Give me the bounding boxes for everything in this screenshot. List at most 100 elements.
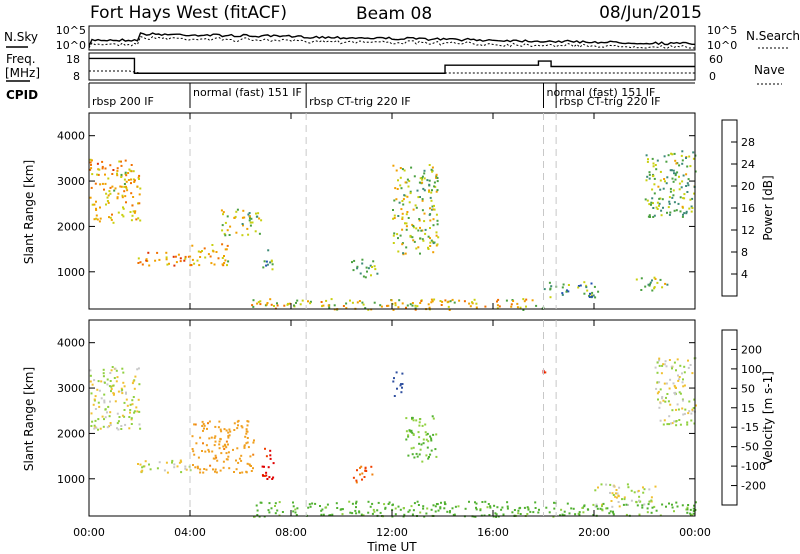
- scatter-cell: [301, 299, 304, 302]
- scatter-cell: [269, 261, 272, 264]
- scatter-cell: [202, 471, 205, 474]
- scatter-cell: [383, 503, 386, 506]
- scatter-cell: [565, 290, 568, 293]
- scatter-cell: [244, 435, 247, 438]
- scatter-cell: [636, 504, 639, 507]
- scatter-cell: [395, 169, 398, 172]
- scatter-cell: [272, 476, 275, 479]
- scatter-cell: [355, 506, 357, 509]
- scatter-cell: [663, 382, 666, 385]
- scatter-cell: [405, 417, 408, 420]
- scatter-cell: [671, 503, 673, 506]
- scatter-cell: [221, 257, 224, 259]
- scatter-cell: [97, 380, 100, 383]
- scatter-cell: [683, 371, 686, 374]
- scatter-cell: [436, 189, 439, 192]
- scatter-cell: [404, 252, 407, 255]
- scatter-cell: [116, 167, 119, 170]
- scatter-cell: [137, 257, 140, 260]
- scatter-cell: [136, 185, 139, 188]
- scatter-cell: [405, 228, 408, 231]
- scatter-cell: [430, 191, 433, 194]
- scatter-cell: [129, 169, 132, 172]
- scatter-cell: [655, 387, 658, 390]
- scatter-cell: [519, 306, 522, 309]
- scatter-cell: [418, 453, 421, 456]
- scatter-cell: [681, 407, 684, 410]
- scatter-cell: [406, 304, 409, 307]
- scatter-cell: [123, 185, 126, 188]
- scatter-cell: [376, 272, 379, 275]
- scatter-cell: [671, 422, 674, 425]
- scatter-cell: [645, 154, 648, 157]
- scatter-cell: [103, 401, 106, 404]
- scatter-cell: [675, 408, 677, 411]
- scatter-cell: [96, 218, 99, 221]
- scatter-cell: [399, 167, 402, 169]
- scatter-cell: [274, 502, 277, 505]
- scatter-cell: [97, 173, 100, 176]
- scatter-cell: [392, 164, 395, 167]
- scatter-cell: [92, 403, 95, 406]
- scatter-cell: [356, 469, 358, 472]
- scatter-cell: [120, 387, 123, 390]
- scatter-cell: [108, 216, 110, 219]
- scatter-cell: [431, 170, 434, 173]
- scatter-cell: [449, 510, 451, 513]
- scatter-cell: [268, 476, 271, 479]
- scatter-cell: [215, 456, 218, 459]
- scatter-cell: [173, 463, 176, 466]
- scatter-cell: [418, 418, 421, 421]
- scatter-cell: [431, 208, 434, 211]
- y-tick-label: 4000: [57, 337, 85, 350]
- scatter-cell: [549, 288, 552, 291]
- scatter-cell: [665, 382, 668, 385]
- scatter-cell: [235, 459, 237, 462]
- scatter-cell: [534, 501, 537, 504]
- power-axes: 1000 2000 3000 4000: [57, 130, 695, 279]
- scatter-cell: [689, 512, 692, 515]
- scatter-cell: [220, 430, 223, 433]
- scatter-cell: [376, 509, 379, 512]
- scatter-cell: [653, 192, 656, 195]
- scatter-cell: [666, 176, 669, 179]
- scatter-cell: [398, 299, 401, 302]
- scatter-cell: [433, 208, 436, 211]
- scatter-cell: [428, 179, 431, 182]
- scatter-cell: [559, 514, 561, 517]
- scatter-cell: [226, 244, 229, 247]
- scatter-cell: [109, 186, 112, 189]
- scatter-cell: [228, 434, 231, 437]
- scatter-cell: [526, 506, 529, 509]
- scatter-cell: [248, 219, 251, 222]
- scatter-cell: [407, 435, 410, 438]
- scatter-cell: [443, 507, 446, 510]
- scatter-cell: [516, 306, 519, 309]
- scatter-cell: [89, 196, 92, 199]
- scatter-cell: [635, 501, 638, 504]
- scatter-cell: [692, 512, 695, 515]
- scatter-cell: [128, 416, 131, 418]
- scatter-cell: [184, 257, 187, 260]
- scatter-cell: [622, 503, 625, 506]
- scatter-cell: [249, 224, 252, 227]
- scatter-cell: [158, 258, 161, 261]
- scatter-cell: [475, 508, 478, 511]
- scatter-cell: [648, 284, 651, 287]
- scatter-cell: [114, 187, 117, 190]
- scatter-cell: [682, 385, 685, 388]
- scatter-cell: [693, 398, 696, 401]
- scatter-cell: [207, 422, 209, 425]
- scatter-cell: [91, 420, 94, 423]
- scatter-cell: [673, 152, 676, 155]
- scatter-cell: [327, 304, 330, 307]
- scatter-cell: [626, 483, 629, 486]
- scatter-cell: [652, 207, 655, 209]
- cpid-segment-label: normal (fast) 151 IF: [547, 86, 656, 99]
- scatter-cell: [96, 388, 99, 391]
- scatter-cell: [222, 460, 225, 463]
- scatter-cell: [101, 167, 104, 170]
- scatter-cell: [444, 503, 447, 506]
- scatter-cell: [659, 278, 662, 281]
- scatter-cell: [99, 183, 102, 186]
